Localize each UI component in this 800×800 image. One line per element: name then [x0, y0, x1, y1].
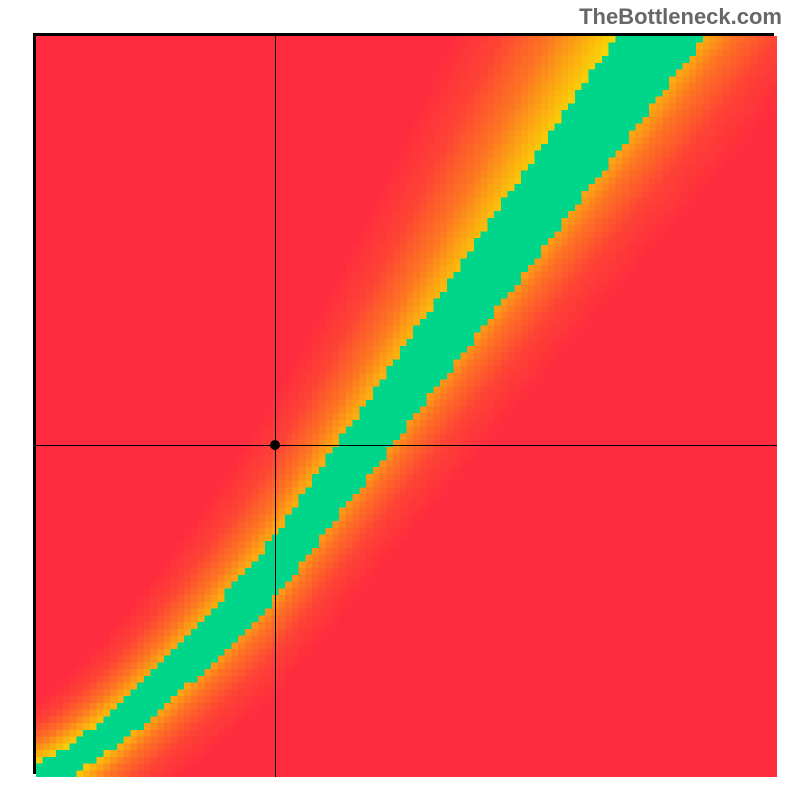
figure-container: TheBottleneck.com: [0, 0, 800, 800]
plot-frame: [33, 33, 774, 774]
crosshair-horizontal: [36, 445, 777, 446]
crosshair-vertical: [275, 36, 276, 777]
marker-point: [270, 440, 280, 450]
heatmap-canvas: [36, 36, 777, 777]
watermark-text: TheBottleneck.com: [579, 4, 782, 30]
